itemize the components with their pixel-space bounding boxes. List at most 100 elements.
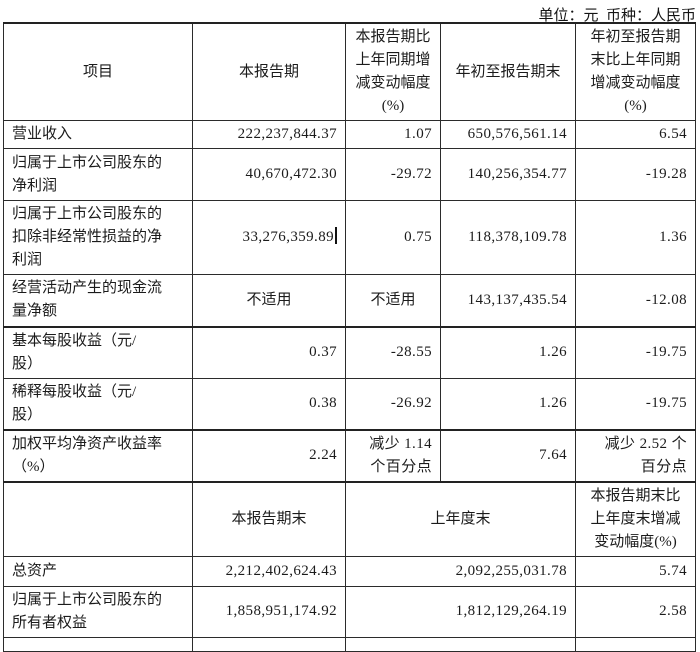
metric-value: 6.54 bbox=[575, 120, 696, 149]
cell-text: 加权平均净资产收益率 （%） bbox=[12, 435, 163, 475]
column-header: 本报告期末 bbox=[192, 480, 346, 557]
column-header: 上年度末 bbox=[345, 480, 576, 557]
text-cursor bbox=[335, 227, 337, 244]
cell-text: 本报告期比 上年同期增 减变动幅度 (%) bbox=[355, 29, 431, 114]
cell-text: 1.36 bbox=[659, 229, 687, 245]
cell-text: 归属于上市公司股东的 净利润 bbox=[12, 154, 163, 194]
cell-text: 1.07 bbox=[404, 126, 432, 142]
metric-value: 0.75 bbox=[345, 200, 441, 275]
table-row: 稀释每股收益（元/ 股） 0.38 -26.92 1.26 -19.75 bbox=[3, 377, 696, 430]
metric-label: 经营活动产生的现金流 量净额 bbox=[3, 274, 193, 327]
metric-value: 1.36 bbox=[575, 200, 696, 275]
table-row: 归属于上市公司股东的 所有者权益 1,858,951,174.92 1,812,12… bbox=[3, 585, 696, 638]
cell-text: 减少 2.52 个 百分点 bbox=[604, 435, 687, 475]
metric-value: 5.74 bbox=[575, 555, 696, 587]
cell-text: 2,212,402,624.43 bbox=[225, 562, 337, 579]
metric-value: 减少 1.14 个百分点 bbox=[345, 428, 441, 482]
metric-value: -29.72 bbox=[345, 148, 441, 201]
cell-text: 7.64 bbox=[539, 447, 567, 463]
cell-text: -12.08 bbox=[645, 291, 687, 308]
metric-value: -19.28 bbox=[575, 148, 696, 201]
cell-text: 本报告期 bbox=[238, 63, 299, 80]
cell-text: 0.38 bbox=[309, 395, 337, 411]
cell-text: 33,276,359.89 bbox=[242, 229, 334, 245]
cell-text: 140,256,354.77 bbox=[467, 166, 567, 182]
cell-text: 项目 bbox=[82, 63, 113, 80]
cell-text: 减少 1.14 个百分点 bbox=[369, 435, 432, 475]
table-row: 加权平均净资产收益率 （%） 2.24 减少 1.14 个百分点 7.64 减少 2.5… bbox=[3, 428, 696, 482]
metric-value: -28.55 bbox=[345, 325, 441, 379]
cell-text: 2,092,255,031.78 bbox=[455, 562, 567, 579]
metric-label: 总资产 bbox=[3, 555, 193, 587]
cell-text: 0.75 bbox=[404, 229, 432, 245]
column-header: 年初至报告期 末比上年同期 增减变动幅度 (%) bbox=[575, 22, 696, 121]
metric-value: 2,092,255,031.78 bbox=[345, 555, 576, 587]
cell-text: 650,576,561.14 bbox=[467, 126, 567, 142]
metric-value: 140,256,354.77 bbox=[440, 148, 576, 201]
cell-text: 2.58 bbox=[659, 603, 687, 619]
cell-text: 143,137,435.54 bbox=[467, 291, 567, 308]
metric-value: 222,237,844.37 bbox=[192, 120, 346, 149]
metric-value: 118,378,109.78 bbox=[440, 200, 576, 275]
metric-value: -12.08 bbox=[575, 274, 696, 327]
metric-value: 不适用 bbox=[345, 274, 441, 327]
cell-text: 40,670,472.30 bbox=[245, 166, 337, 182]
cell-text: 营业收入 bbox=[12, 126, 73, 142]
metric-value: 不适用 bbox=[192, 274, 346, 327]
metric-value: 7.64 bbox=[440, 428, 576, 482]
column-header: 本报告期 bbox=[192, 22, 346, 121]
column-header bbox=[3, 480, 193, 557]
table-row: 归属于上市公司股东的 净利润 40,670,472.30 -29.72 140,256… bbox=[3, 148, 696, 201]
metric-value: 40,670,472.30 bbox=[192, 148, 346, 201]
metric-label bbox=[3, 636, 193, 652]
metric-label: 归属于上市公司股东的 扣除非经常性损益的净 利润 bbox=[3, 200, 193, 275]
cell-text: 基本每股收益（元/ 股） bbox=[12, 332, 137, 372]
metric-value: 143,137,435.54 bbox=[440, 274, 576, 327]
cell-text: -19.75 bbox=[645, 395, 687, 411]
cell-text: 经营活动产生的现金流 量净额 bbox=[12, 280, 163, 320]
cell-text: -26.92 bbox=[390, 395, 432, 411]
metric-value: 减少 2.52 个 百分点 bbox=[575, 428, 696, 482]
metric-value: 0.37 bbox=[192, 325, 346, 379]
metric-value: 650,576,561.14 bbox=[440, 120, 576, 149]
cell-text: 5.74 bbox=[659, 562, 687, 579]
table-row: 基本每股收益（元/ 股） 0.37 -28.55 1.26 -19.75 bbox=[3, 325, 696, 379]
cell-text: 1,812,129,264.19 bbox=[455, 603, 567, 619]
column-header: 年初至报告期末 bbox=[440, 22, 576, 121]
metric-label: 加权平均净资产收益率 （%） bbox=[3, 428, 193, 482]
cell-text: 本报告期末 bbox=[231, 510, 307, 527]
cell-text: -19.75 bbox=[645, 344, 687, 360]
cell-text: 年初至报告期末 bbox=[455, 63, 561, 80]
metric-label: 基本每股收益（元/ 股） bbox=[3, 325, 193, 379]
metric-value: 1,858,951,174.92 bbox=[192, 585, 346, 638]
cell-text: 1.26 bbox=[539, 344, 567, 360]
metric-value bbox=[575, 636, 696, 652]
metric-value bbox=[192, 636, 346, 652]
cell-text: 1,858,951,174.92 bbox=[225, 603, 337, 619]
cell-text: 归属于上市公司股东的 所有者权益 bbox=[12, 591, 163, 631]
header-row: 项目 本报告期 本报告期比 上年同期增 减变动幅度 (%) 年初至报告期末 年初至报告期… bbox=[3, 22, 696, 121]
metric-label: 营业收入 bbox=[3, 120, 193, 149]
cell-text: -19.28 bbox=[645, 166, 687, 182]
unit-currency-note: 单位：元 币种：人民币 bbox=[538, 8, 696, 24]
cell-text: 上年度末 bbox=[430, 510, 491, 527]
cell-text: 118,378,109.78 bbox=[468, 229, 567, 245]
metric-value: 1.26 bbox=[440, 377, 576, 430]
table-row: 归属于上市公司股东的 扣除非经常性损益的净 利润 33,276,359.89 0.7… bbox=[3, 200, 696, 275]
metric-value: 1.07 bbox=[345, 120, 441, 149]
metric-value: -19.75 bbox=[575, 325, 696, 379]
metric-value: 1.26 bbox=[440, 325, 576, 379]
metric-value bbox=[345, 636, 576, 652]
table-row: 总资产 2,212,402,624.43 2,092,255,031.78 5.74 bbox=[3, 555, 696, 587]
metric-value: 1,812,129,264.19 bbox=[345, 585, 576, 638]
metric-label: 归属于上市公司股东的 所有者权益 bbox=[3, 585, 193, 638]
metric-value: 2.24 bbox=[192, 428, 346, 482]
cell-text: 归属于上市公司股东的 扣除非经常性损益的净 利润 bbox=[12, 206, 163, 268]
metric-value: 2,212,402,624.43 bbox=[192, 555, 346, 587]
header-row: 本报告期末 上年度末 本报告期末比 上年度末增减 变动幅度(%) bbox=[3, 480, 696, 557]
cell-text: 不适用 bbox=[246, 291, 292, 308]
cell-text: 本报告期末比 上年度末增减 变动幅度(%) bbox=[590, 487, 681, 550]
metric-value: 33,276,359.89 bbox=[192, 200, 346, 275]
metric-label: 稀释每股收益（元/ 股） bbox=[3, 377, 193, 430]
